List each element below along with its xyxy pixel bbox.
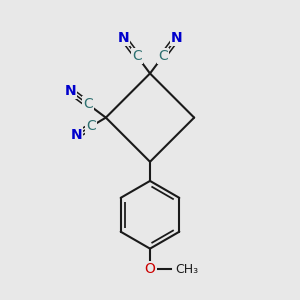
Text: N: N — [65, 84, 76, 98]
Text: C: C — [132, 49, 142, 63]
Text: O: O — [145, 262, 155, 276]
Text: N: N — [171, 31, 182, 45]
Text: C: C — [83, 98, 93, 111]
Text: N: N — [118, 31, 129, 45]
Text: C: C — [86, 119, 96, 134]
Text: C: C — [158, 49, 168, 63]
Text: N: N — [70, 128, 82, 142]
Text: CH₃: CH₃ — [175, 263, 198, 276]
